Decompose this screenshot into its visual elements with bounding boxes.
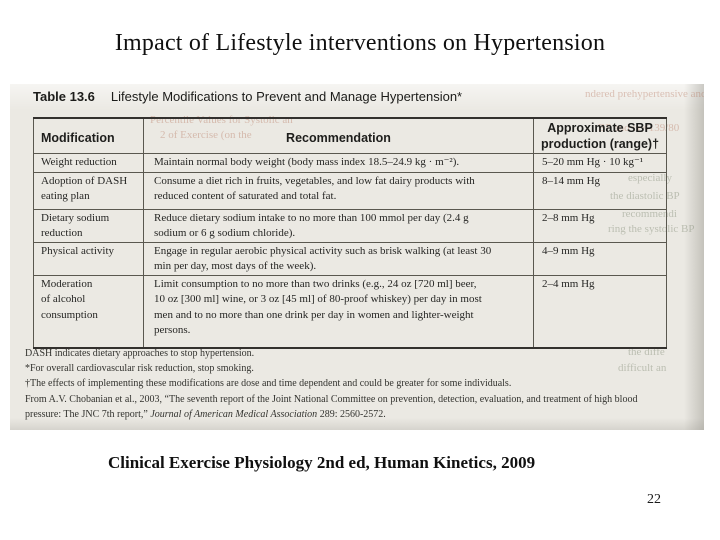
table-footnotes: DASH indicates dietary approaches to sto…: [25, 346, 675, 391]
footnote-dash: DASH indicates dietary approaches to sto…: [25, 348, 255, 359]
recommendation-cell: Reduce dietary sodium intake to no more …: [143, 208, 534, 243]
book-citation: Clinical Exercise Physiology 2nd ed, Hum…: [108, 453, 536, 472]
ghost-text: ndered prehypertensive and sho: [585, 88, 704, 100]
col-header-modification: Modification: [33, 117, 144, 154]
table-caption-title: Lifestyle Modifications to Prevent and M…: [110, 89, 463, 104]
recommendation-cell: Limit consumption to no more than two dr…: [143, 274, 534, 349]
source-pages: 289: 2560-2572.: [317, 409, 386, 420]
table-row: Physical activity Engage in regular aero…: [33, 241, 667, 276]
modification-cell: Weight reduction: [33, 152, 144, 173]
table-row: Dietary sodium reduction Reduce dietary …: [33, 208, 667, 243]
sbp-cell: 8–14 mm Hg: [533, 171, 667, 210]
page-title: Impact of Lifestyle interventions on Hyp…: [114, 30, 606, 56]
footnote-asterisk: *For overall cardiovascular risk reducti…: [25, 363, 254, 374]
table-header-row: Modification Recommendation Approximate …: [33, 117, 667, 154]
modification-cell: Dietary sodium reduction: [33, 208, 144, 243]
sbp-cell: 2–4 mm Hg: [533, 274, 667, 349]
table-caption: Table 13.6 Lifestyle Modifications to Pre…: [33, 89, 462, 104]
footnote-dagger: †The effects of implementing these modif…: [25, 378, 512, 389]
modification-cell: Adoption of DASH eating plan: [33, 171, 144, 210]
modification-cell: Physical activity: [33, 241, 144, 276]
lifestyle-modifications-table: Modification Recommendation Approximate …: [33, 117, 667, 349]
recommendation-cell: Maintain normal body weight (body mass i…: [143, 152, 534, 173]
sbp-cell: 5–20 mm Hg · 10 kg⁻¹: [533, 152, 667, 173]
recommendation-cell: Engage in regular aerobic physical activ…: [143, 241, 534, 276]
table-caption-number: Table 13.6: [33, 89, 95, 104]
table-row: Adoption of DASH eating plan Consume a d…: [33, 171, 667, 210]
table-source-citation: From A.V. Chobanian et al., 2003, “The s…: [25, 392, 667, 422]
recommendation-cell: Consume a diet rich in fruits, vegetable…: [143, 171, 534, 210]
source-text: From A.V. Chobanian et al., 2003, “The s…: [25, 394, 638, 420]
col-header-sbp-reduction: Approximate SBP production (range)†: [533, 117, 667, 154]
modification-cell: Moderation of alcohol consumption: [33, 274, 144, 349]
sbp-cell: 2–8 mm Hg: [533, 208, 667, 243]
table-row: Moderation of alcohol consumption Limit …: [33, 274, 667, 349]
col-header-recommendation: Recommendation: [143, 117, 534, 154]
table-scan-image: ndered prehypertensive and sho Percentil…: [10, 84, 704, 430]
source-journal-name: Journal of American Medical Association: [150, 409, 318, 420]
sbp-cell: 4–9 mm Hg: [533, 241, 667, 276]
slide-page-number: 22: [647, 492, 661, 507]
table-row: Weight reduction Maintain normal body we…: [33, 152, 667, 173]
